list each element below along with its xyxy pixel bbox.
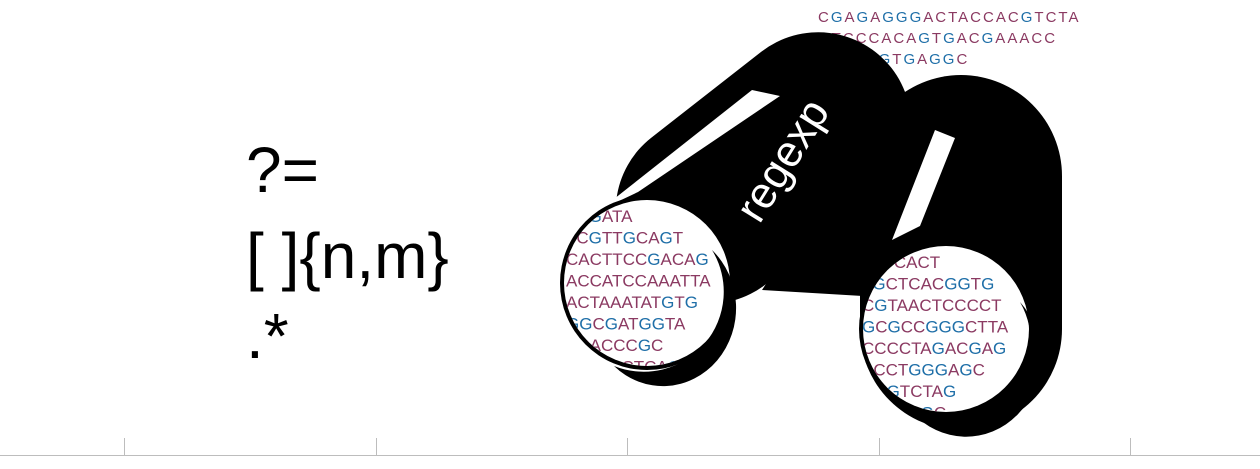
regex-wildcard-token: .* bbox=[246, 300, 289, 372]
sequence-line: ACTAAATATGTG bbox=[566, 293, 698, 312]
sequence-line: GCGCCGGGCTTA bbox=[862, 318, 1009, 337]
regex-quantifier-token: [ ]{n,m} bbox=[246, 220, 449, 292]
regex-lookahead-token: ?= bbox=[246, 134, 319, 206]
sequence-line: TCGTTGCAGT bbox=[566, 229, 683, 248]
ruler-tick bbox=[376, 438, 377, 455]
sequence-line: CGTAACTCCCCT bbox=[862, 296, 1002, 315]
sequence-line: CCGTCTAG bbox=[862, 382, 956, 401]
sequence-line: CCCCTAGACGAG bbox=[862, 339, 1006, 358]
ruler-tick bbox=[627, 438, 628, 455]
sequence-line: TCGATA bbox=[566, 207, 633, 226]
sequence-line: ACCATCCAAATTA bbox=[566, 272, 711, 291]
ruler-tick bbox=[879, 438, 880, 455]
ruler-tick bbox=[124, 438, 125, 455]
baseline-ruler bbox=[0, 455, 1260, 456]
sequence-line: CACTTCCGACAG bbox=[566, 250, 709, 269]
sequence-line: ACCTGGGAGC bbox=[862, 361, 985, 380]
ruler-tick bbox=[1130, 438, 1131, 455]
sequence-line: CGAGAGGGACTACCACGTCTA bbox=[818, 9, 1080, 26]
